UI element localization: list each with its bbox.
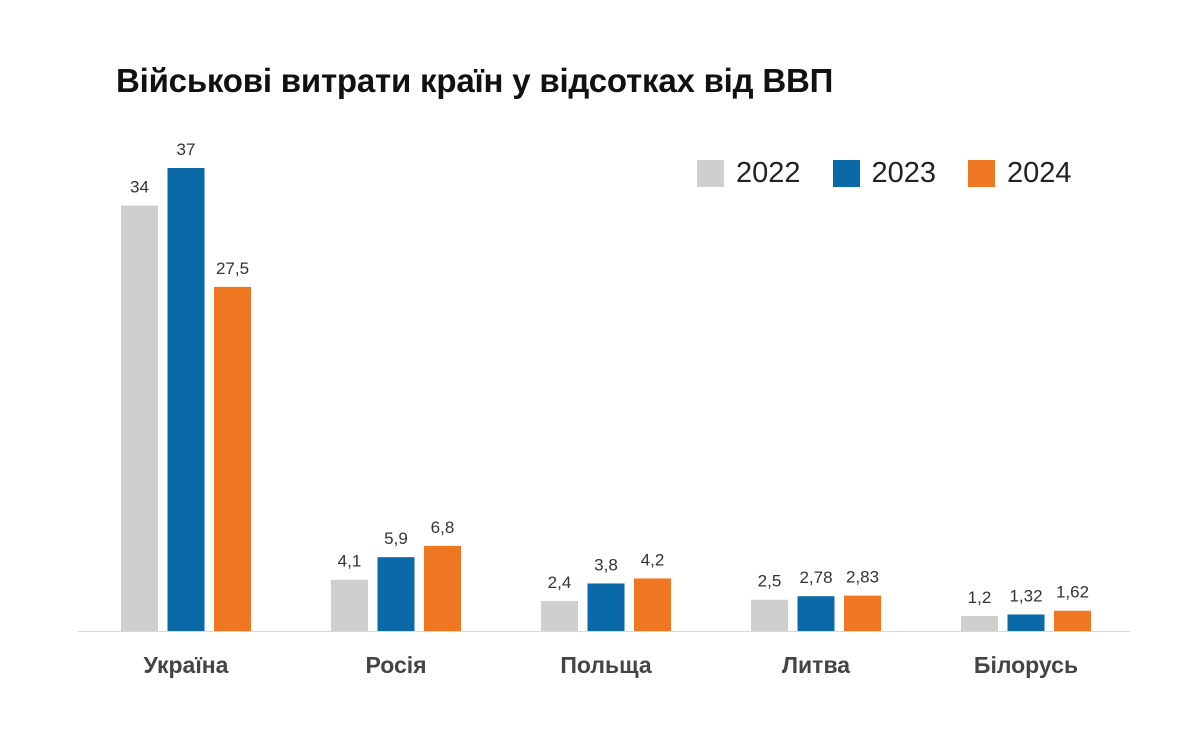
bar-польща-2022 bbox=[541, 600, 578, 631]
bar-білорусь-2024 bbox=[1054, 610, 1091, 631]
category-label-польща: Польща bbox=[560, 652, 651, 678]
bar-value-росія-2024: 6,8 bbox=[431, 518, 455, 537]
bar-value-україна-2023: 37 bbox=[177, 140, 196, 159]
legend-swatch-2022 bbox=[697, 159, 724, 187]
legend-item-2022: 2022 bbox=[697, 157, 801, 190]
bar-україна-2022 bbox=[121, 205, 158, 632]
bar-білорусь-2022 bbox=[961, 615, 998, 631]
chart-title: Військові витрати країн у відсотках від … bbox=[116, 62, 834, 99]
bar-value-польща-2022: 2,4 bbox=[548, 573, 572, 592]
bar-value-литва-2022: 2,5 bbox=[758, 572, 782, 591]
legend-item-2023: 2023 bbox=[832, 156, 937, 190]
legend: 2022 2023 2024 bbox=[697, 153, 1072, 193]
bar-литва-2024 bbox=[844, 595, 881, 631]
bar-value-білорусь-2023: 1,32 bbox=[1009, 586, 1042, 605]
bar-литва-2022 bbox=[751, 599, 788, 631]
legend-swatch-2023 bbox=[832, 159, 860, 187]
bar-україна-2024 bbox=[214, 286, 251, 631]
bar-україна-2023 bbox=[167, 168, 205, 631]
bar-росія-2024 bbox=[424, 545, 461, 631]
bar-value-білорусь-2024: 1,62 bbox=[1056, 583, 1089, 602]
legend-label-2024: 2024 bbox=[1007, 156, 1072, 189]
bar-росія-2023 bbox=[377, 557, 415, 631]
bar-value-польща-2024: 4,2 bbox=[641, 550, 665, 569]
bar-білорусь-2023 bbox=[1007, 614, 1045, 631]
bar-value-росія-2023: 5,9 bbox=[384, 529, 408, 548]
bar-value-польща-2023: 3,8 bbox=[594, 555, 618, 574]
bar-польща-2023 bbox=[587, 583, 625, 631]
category-label-литва: Литва bbox=[782, 652, 850, 678]
legend-item-2024: 2024 bbox=[968, 157, 1072, 190]
bar-value-литва-2023: 2,78 bbox=[799, 568, 832, 587]
bar-польща-2024 bbox=[634, 578, 671, 631]
bar-value-україна-2022: 34 bbox=[130, 178, 149, 197]
category-label-україна: Україна bbox=[144, 652, 229, 678]
legend-label-2023: 2023 bbox=[871, 156, 937, 189]
legend-label-2022: 2022 bbox=[736, 156, 801, 189]
category-label-білорусь: Білорусь bbox=[974, 652, 1078, 678]
bar-value-україна-2024: 27,5 bbox=[216, 259, 249, 278]
bar-value-росія-2022: 4,1 bbox=[338, 552, 362, 571]
category-label-росія: Росія bbox=[365, 652, 426, 678]
bar-росія-2022 bbox=[331, 579, 368, 631]
bar-литва-2023 bbox=[797, 596, 835, 631]
bar-value-білорусь-2022: 1,2 bbox=[968, 588, 992, 607]
bar-value-литва-2024: 2,83 bbox=[846, 568, 879, 587]
legend-swatch-2024 bbox=[968, 159, 996, 187]
